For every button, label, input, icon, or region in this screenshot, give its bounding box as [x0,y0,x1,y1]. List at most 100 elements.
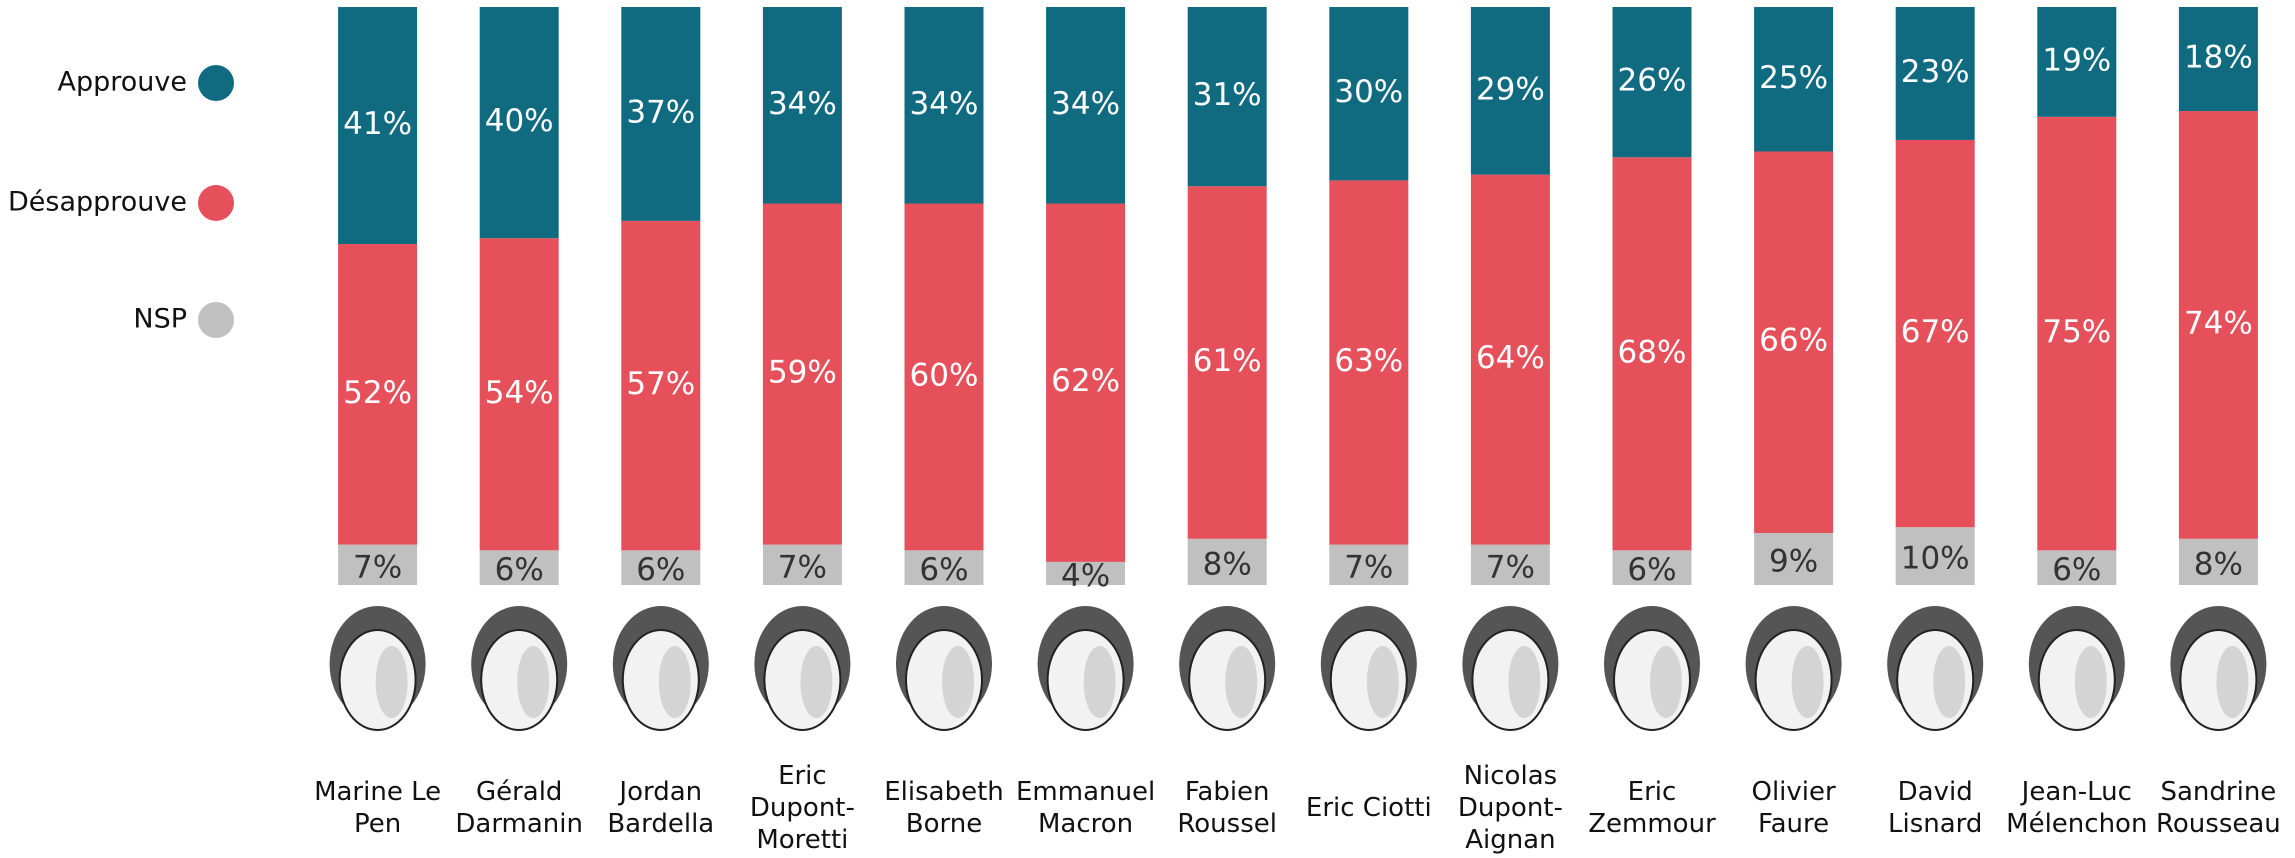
bar-segment [338,544,418,585]
value-label: 63% [1334,343,1403,379]
value-label: 8% [2194,546,2243,582]
value-label: 34% [910,86,979,122]
portrait-shade [2216,646,2249,718]
bar-segment [762,7,842,204]
value-label: 68% [1618,334,1687,370]
portrait-shade [517,646,550,718]
portrait-shade [1650,646,1682,718]
value-label: 64% [1476,340,1545,376]
bar-segment [1187,186,1267,539]
value-label: 34% [768,86,837,122]
x-tick-label: Eric Zemmour [1588,777,1716,839]
bar-segment [621,550,701,585]
value-label: 74% [2184,305,2253,341]
value-label: 6% [1627,552,1676,588]
legend-swatch [198,185,234,221]
bar-segment [904,7,984,204]
bar-segment [1470,544,1550,585]
value-label: 29% [1476,71,1545,107]
portrait-shade [1083,646,1116,718]
portrait-shade [1366,646,1399,718]
value-label: 10% [1901,541,1970,577]
bar-segment [762,203,842,545]
x-tick-label: Nicolas Dupont-Aignan [1457,761,1563,855]
legend-label: Désapprouve [8,187,187,218]
portrait-shade [1933,646,1966,718]
bar-segment [1754,532,1834,585]
value-label: 9% [1769,543,1818,579]
value-label: 61% [1193,343,1262,379]
x-tick-label: Emmanuel Macron [1015,777,1156,839]
bar-segment [1329,7,1409,181]
value-label: 54% [485,375,554,411]
bar-segment [1187,7,1267,187]
bar-segment [2178,111,2258,539]
bar-segment [1187,538,1267,585]
value-label: 6% [495,552,544,588]
x-tick-label: Eric Ciotti [1305,793,1432,823]
bar-segment [1612,7,1692,158]
bar-segment [338,7,418,244]
bar-segment [1895,527,1975,585]
legend-swatch [198,302,234,338]
bar-segment [904,203,984,551]
x-tick-label: Jean-Luc Mélenchon [2006,777,2148,839]
x-tick-label: Olivier Faure [1751,777,1836,839]
value-label: 8% [1203,546,1252,582]
x-tick-label: Jordan Bardella [607,777,715,839]
value-label: 6% [2052,552,2101,588]
value-label: 7% [778,549,827,585]
value-label: 30% [1334,74,1403,110]
bar-segment [2037,7,2117,117]
portrait-shade [375,646,408,718]
bar-segment [2178,538,2258,585]
value-label: 19% [2042,42,2111,78]
bar-segment [2178,7,2258,112]
x-tick-label: Gérald Darmanin [455,777,583,839]
value-label: 6% [919,552,968,588]
bar-segment [621,220,701,551]
bar-segment [338,243,418,545]
bar-segment [1754,151,1834,533]
value-label: 67% [1901,314,1970,350]
value-label: 57% [626,366,695,402]
bar-segment [1329,180,1409,545]
value-label: 7% [353,549,402,585]
bar-segment [1046,203,1126,562]
bar-segment [2037,550,2117,585]
value-label: 6% [636,552,685,588]
bar-segment [762,544,842,585]
portrait-shade [1225,646,1258,718]
bar-segment [1470,7,1550,175]
value-label: 59% [768,355,837,391]
legend-swatch [198,65,234,101]
bar-segment [1895,139,1975,528]
x-tick-label: David Lisnard [1887,777,1983,839]
x-tick-label: Sandrine Rousseau [2155,777,2281,839]
portrait-shade [942,646,974,718]
bar-segment [479,238,559,551]
bar-segment [1470,174,1550,545]
bar-segment [1612,157,1692,551]
legend-label: Approuve [58,67,187,98]
value-label: 18% [2184,40,2253,76]
legend-label: NSP [133,304,187,335]
portrait-shade [800,646,833,718]
portrait-shade [658,646,691,718]
value-label: 34% [1051,86,1120,122]
bar-segment [479,550,559,585]
bar-segment [621,7,701,221]
portrait-shade [1791,646,1824,718]
value-label: 31% [1193,77,1262,113]
value-label: 52% [343,375,412,411]
value-label: 75% [2042,314,2111,350]
bar-segment [1612,550,1692,585]
value-label: 40% [485,103,554,139]
value-label: 25% [1759,60,1828,96]
x-tick-label: Marine Le Pen [314,777,442,839]
value-label: 7% [1486,549,1535,585]
bar-segment [904,550,984,585]
x-tick-label: Eric Dupont-Moretti [749,761,855,855]
